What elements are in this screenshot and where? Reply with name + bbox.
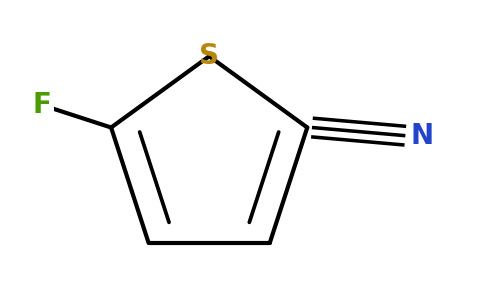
Text: N: N — [411, 122, 434, 150]
Text: S: S — [199, 42, 219, 70]
Text: F: F — [32, 91, 51, 119]
